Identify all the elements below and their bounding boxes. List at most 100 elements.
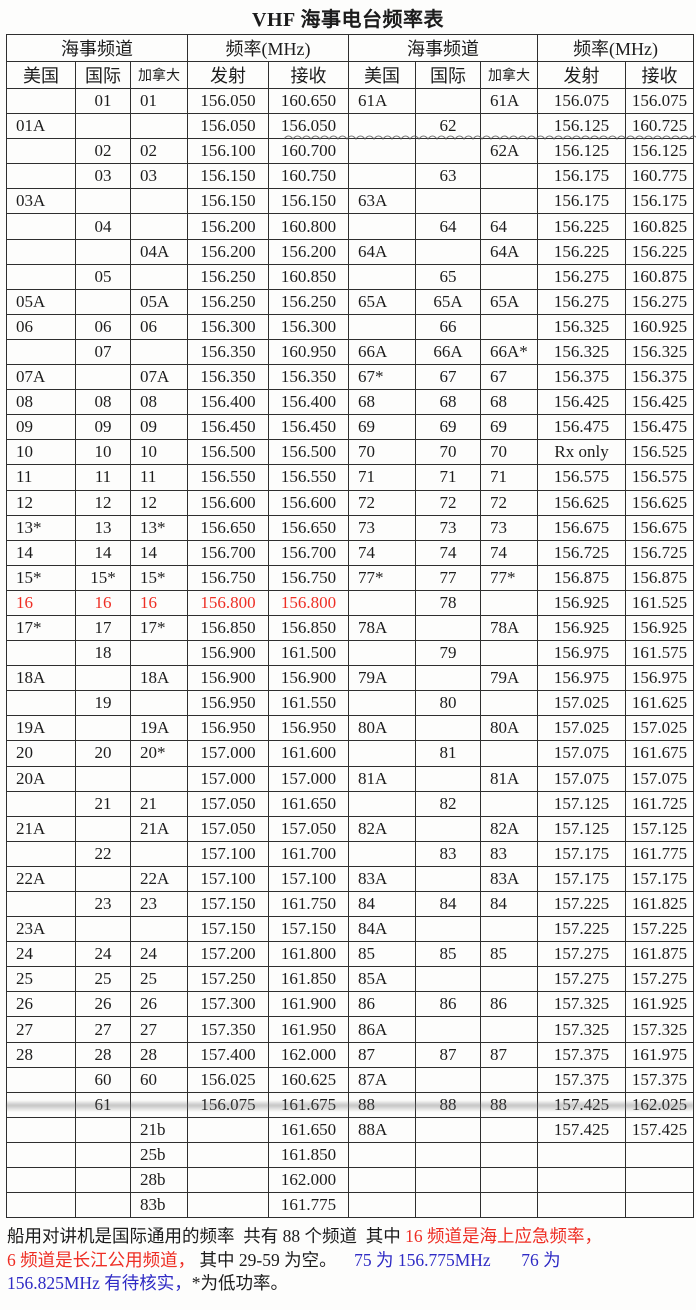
channel-intl-right-cell xyxy=(415,1016,482,1043)
channel-canada-right-cell: 61A xyxy=(480,87,539,115)
channel-us-left-cell xyxy=(6,138,76,165)
channel-intl-right-cell: 78 xyxy=(415,589,482,616)
channel-intl-right-cell: 72 xyxy=(415,489,482,516)
channel-us-left-cell xyxy=(6,87,76,115)
channel-intl-left-cell xyxy=(75,865,131,893)
channel-intl-left-cell: 10 xyxy=(75,439,131,466)
footnote-segment: 其中 29-59 为空。 xyxy=(195,1249,337,1270)
freq-tx-right-cell: 156.625 xyxy=(537,489,627,516)
freq-rx-right-cell: 161.875 xyxy=(625,941,695,968)
channel-intl-right-cell: 85 xyxy=(415,941,482,968)
footnote-segment: 76 为 xyxy=(490,1249,561,1270)
freq-tx-right-cell: 156.925 xyxy=(537,589,627,616)
freq-tx-right-cell: 156.225 xyxy=(537,238,627,265)
freq-rx-left-cell: 161.850 xyxy=(268,1141,350,1169)
freq-rx-right-cell: 156.175 xyxy=(625,188,695,215)
channel-canada-left-cell xyxy=(129,188,189,215)
channel-canada-left-cell: 16 xyxy=(129,589,189,616)
group-header-marine-channel-right: 海事频道 xyxy=(348,34,539,62)
table-row: 07A 07A 156.350 156.350 67* 67 67 156.375 156.37… xyxy=(6,364,695,391)
channel-us-left-cell: 09 xyxy=(6,414,76,441)
table-row: 20 20 20* 157.000 161.600 81 157.075 161.675 xyxy=(6,740,695,767)
freq-rx-right-cell: 160.775 xyxy=(625,163,695,190)
channel-us-left-cell: 17* xyxy=(6,614,76,642)
channel-us-right-cell: 73 xyxy=(348,514,417,541)
group-header-frequency-left: 频率(MHz) xyxy=(187,34,350,62)
channel-us-right-cell: 64A xyxy=(348,238,417,265)
freq-rx-right-cell: 160.825 xyxy=(625,213,695,240)
channel-canada-left-cell: 10 xyxy=(129,439,189,466)
channel-intl-right-cell xyxy=(415,765,482,792)
channel-canada-right-cell xyxy=(480,1116,539,1143)
freq-rx-right-cell: 156.075 xyxy=(625,87,695,115)
channel-us-right-cell: 85 xyxy=(348,941,417,968)
channel-intl-right-cell: 83 xyxy=(415,840,482,867)
channel-intl-left-cell xyxy=(75,364,131,391)
freq-rx-right-cell: 156.875 xyxy=(625,564,695,591)
channel-intl-right-cell xyxy=(415,966,482,993)
table-row: 10 10 10 156.500 156.500 70 70 70 Rx only 156.525 xyxy=(6,439,695,466)
freq-tx-left-cell: 156.050 xyxy=(187,113,270,140)
channel-canada-right-cell xyxy=(480,690,539,717)
freq-rx-left-cell: 156.650 xyxy=(268,514,350,541)
channel-us-right-cell xyxy=(348,740,417,767)
channel-canada-left-cell: 07A xyxy=(129,364,189,391)
channel-canada-left-cell: 03 xyxy=(129,163,189,190)
channel-canada-right-cell: 65A xyxy=(480,288,539,315)
channel-us-left-cell: 23A xyxy=(6,916,76,943)
channel-intl-left-cell: 14 xyxy=(75,539,131,566)
freq-tx-right-cell: 157.225 xyxy=(537,890,627,918)
channel-intl-left-cell: 22 xyxy=(75,840,131,867)
channel-canada-left-cell: 11 xyxy=(129,464,189,491)
channel-canada-right-cell xyxy=(480,263,539,290)
freq-rx-right-cell: 157.225 xyxy=(625,916,695,943)
freq-tx-right-cell: 157.175 xyxy=(537,865,627,893)
freq-rx-right-cell: 161.675 xyxy=(625,740,695,767)
channel-intl-left-cell: 09 xyxy=(75,414,131,441)
table-row: 28 28 28 157.400 162.000 87 87 87 157.375 161.975 xyxy=(6,1041,695,1068)
channel-canada-left-cell xyxy=(129,1091,189,1118)
freq-rx-right-cell: 156.675 xyxy=(625,514,695,541)
table-row: 25b 161.850 xyxy=(6,1141,695,1169)
freq-rx-right-cell: 161.575 xyxy=(625,640,695,667)
freq-tx-right-cell: 156.975 xyxy=(537,665,627,692)
freq-rx-right-cell: 160.875 xyxy=(625,263,695,290)
freq-tx-left-cell: 156.850 xyxy=(187,614,270,642)
channel-us-right-cell: 81A xyxy=(348,765,417,792)
channel-canada-left-cell: 27 xyxy=(129,1016,189,1043)
channel-intl-left-cell: 18 xyxy=(75,640,131,667)
channel-us-left-cell xyxy=(6,790,76,817)
channel-intl-left-cell xyxy=(75,1167,131,1194)
channel-canada-right-cell: 88 xyxy=(480,1091,539,1118)
freq-rx-left-cell: 161.600 xyxy=(268,740,350,767)
freq-tx-right-cell: 156.075 xyxy=(537,87,627,115)
channel-us-right-cell: 68 xyxy=(348,389,417,416)
channel-canada-right-cell xyxy=(480,1192,539,1219)
channel-intl-left-cell: 27 xyxy=(75,1016,131,1043)
sub-header-rx-left: 接收 xyxy=(268,61,350,89)
table-row: 06 06 06 156.300 156.300 66 156.325 160.925 xyxy=(6,313,695,340)
freq-rx-left-cell: 156.800 xyxy=(268,589,350,616)
freq-rx-right-cell: 162.025 xyxy=(625,1091,695,1118)
freq-tx-right-cell: 157.175 xyxy=(537,840,627,867)
channel-intl-right-cell: 81 xyxy=(415,740,482,767)
freq-tx-right-cell xyxy=(537,1192,627,1219)
freq-rx-right-cell: 160.725 xyxy=(625,113,695,140)
sub-header-rx-right: 接收 xyxy=(625,61,695,89)
channel-us-left-cell xyxy=(6,163,76,190)
freq-rx-right-cell: 160.925 xyxy=(625,313,695,340)
channel-us-left-cell: 01A xyxy=(6,113,76,140)
freq-tx-left-cell: 156.950 xyxy=(187,715,270,742)
freq-tx-left-cell: 156.150 xyxy=(187,163,270,190)
freq-tx-left-cell: 156.075 xyxy=(187,1091,270,1118)
channel-canada-left-cell xyxy=(129,916,189,943)
channel-us-left-cell: 25 xyxy=(6,966,76,993)
freq-tx-right-cell xyxy=(537,1141,627,1169)
table-row: 15* 15* 15* 156.750 156.750 77* 77 77* 156.875 15… xyxy=(6,564,695,591)
freq-tx-left-cell: 156.900 xyxy=(187,665,270,692)
channel-us-right-cell: 78A xyxy=(348,614,417,642)
table-row: 08 08 08 156.400 156.400 68 68 68 156.425 156.425 xyxy=(6,389,695,416)
freq-tx-left-cell: 156.150 xyxy=(187,188,270,215)
channel-intl-right-cell: 79 xyxy=(415,640,482,667)
freq-rx-right-cell: 157.075 xyxy=(625,765,695,792)
